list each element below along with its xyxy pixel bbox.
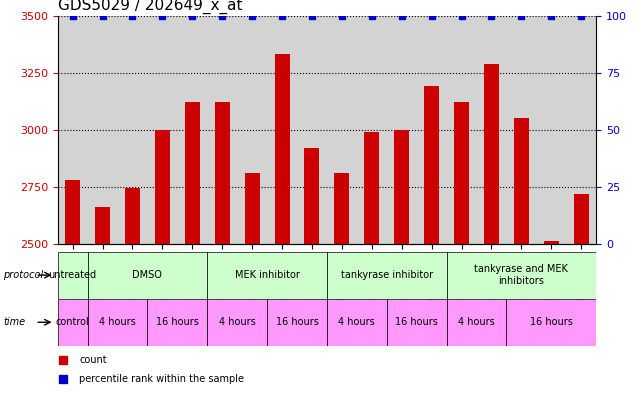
FancyBboxPatch shape [447, 252, 596, 299]
Bar [304, 148, 319, 244]
Text: GDS5029 / 202649_x_at: GDS5029 / 202649_x_at [58, 0, 242, 15]
Text: 16 hours: 16 hours [276, 317, 319, 327]
Bar [155, 130, 170, 244]
Bar [125, 188, 140, 244]
Bar [424, 86, 439, 244]
FancyBboxPatch shape [88, 299, 147, 346]
Text: count: count [79, 354, 107, 365]
Bar [544, 241, 559, 244]
Text: 16 hours: 16 hours [530, 317, 572, 327]
FancyBboxPatch shape [147, 299, 207, 346]
Text: 4 hours: 4 hours [458, 317, 495, 327]
Bar [65, 180, 80, 244]
Text: 4 hours: 4 hours [99, 317, 136, 327]
Text: protocol: protocol [3, 270, 44, 280]
Bar [245, 173, 260, 244]
Bar [274, 55, 290, 244]
Text: MEK inhibitor: MEK inhibitor [235, 270, 299, 280]
Bar [484, 64, 499, 244]
Bar [394, 130, 409, 244]
Bar [514, 118, 529, 244]
FancyBboxPatch shape [267, 299, 327, 346]
FancyBboxPatch shape [506, 299, 596, 346]
Text: time: time [3, 317, 26, 327]
Bar [574, 193, 588, 244]
Text: 16 hours: 16 hours [395, 317, 438, 327]
FancyBboxPatch shape [58, 252, 88, 299]
FancyBboxPatch shape [387, 299, 447, 346]
Bar [364, 132, 379, 244]
Text: tankyrase inhibitor: tankyrase inhibitor [340, 270, 433, 280]
Bar [95, 207, 110, 244]
FancyBboxPatch shape [58, 299, 88, 346]
Bar [185, 102, 200, 244]
Bar [454, 102, 469, 244]
Text: percentile rank within the sample: percentile rank within the sample [79, 374, 244, 384]
FancyBboxPatch shape [207, 299, 267, 346]
FancyBboxPatch shape [447, 299, 506, 346]
Text: DMSO: DMSO [133, 270, 162, 280]
Bar [335, 173, 349, 244]
FancyBboxPatch shape [327, 299, 387, 346]
Text: 16 hours: 16 hours [156, 317, 199, 327]
Text: control: control [56, 317, 90, 327]
Text: 4 hours: 4 hours [219, 317, 256, 327]
FancyBboxPatch shape [88, 252, 207, 299]
Bar [215, 102, 229, 244]
FancyBboxPatch shape [327, 252, 447, 299]
FancyBboxPatch shape [207, 252, 327, 299]
Text: 4 hours: 4 hours [338, 317, 375, 327]
Text: untreated: untreated [49, 270, 97, 280]
Text: tankyrase and MEK
inhibitors: tankyrase and MEK inhibitors [474, 264, 569, 286]
